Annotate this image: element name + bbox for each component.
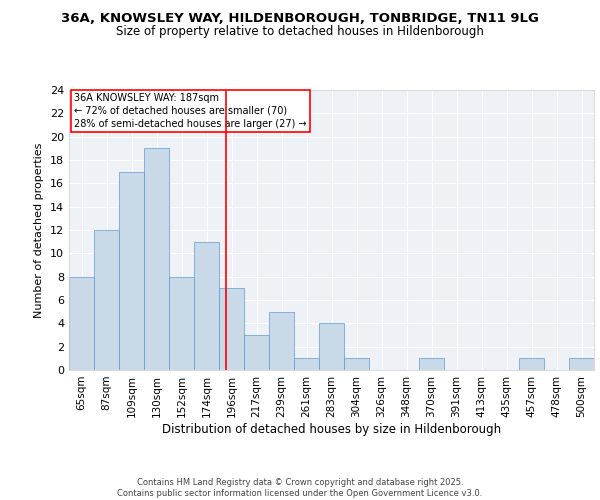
- Y-axis label: Number of detached properties: Number of detached properties: [34, 142, 44, 318]
- Bar: [119, 172, 144, 370]
- Text: Size of property relative to detached houses in Hildenborough: Size of property relative to detached ho…: [116, 25, 484, 38]
- Bar: [69, 276, 94, 370]
- Text: 36A, KNOWSLEY WAY, HILDENBOROUGH, TONBRIDGE, TN11 9LG: 36A, KNOWSLEY WAY, HILDENBOROUGH, TONBRI…: [61, 12, 539, 26]
- Bar: [569, 358, 594, 370]
- Text: Contains HM Land Registry data © Crown copyright and database right 2025.
Contai: Contains HM Land Registry data © Crown c…: [118, 478, 482, 498]
- Bar: [244, 335, 269, 370]
- Bar: [269, 312, 294, 370]
- Bar: [294, 358, 319, 370]
- Bar: [94, 230, 119, 370]
- Text: 36A KNOWSLEY WAY: 187sqm
← 72% of detached houses are smaller (70)
28% of semi-d: 36A KNOWSLEY WAY: 187sqm ← 72% of detach…: [74, 93, 307, 129]
- X-axis label: Distribution of detached houses by size in Hildenborough: Distribution of detached houses by size …: [162, 422, 501, 436]
- Bar: [194, 242, 219, 370]
- Bar: [344, 358, 369, 370]
- Bar: [519, 358, 544, 370]
- Bar: [144, 148, 169, 370]
- Bar: [419, 358, 444, 370]
- Bar: [169, 276, 194, 370]
- Bar: [319, 324, 344, 370]
- Bar: [219, 288, 244, 370]
